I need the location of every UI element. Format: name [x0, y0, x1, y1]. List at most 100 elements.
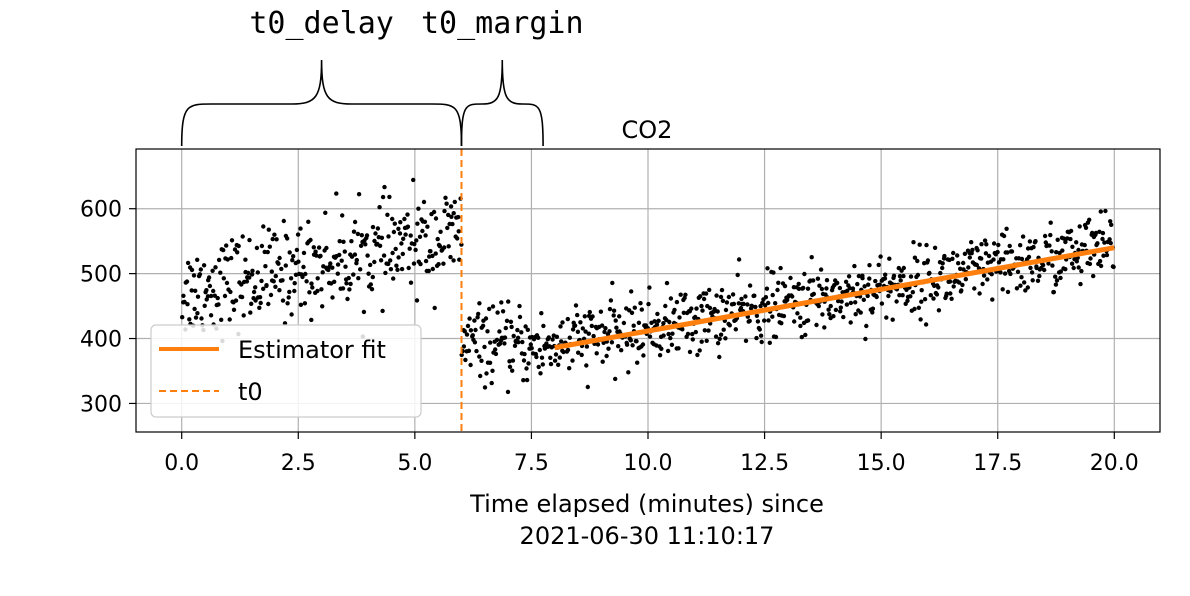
- data-point: [240, 234, 245, 239]
- data-point: [418, 261, 423, 267]
- data-point: [646, 301, 651, 307]
- data-point: [438, 229, 443, 234]
- data-point: [550, 337, 555, 342]
- data-point: [193, 288, 198, 293]
- data-point: [624, 342, 630, 347]
- data-point: [364, 233, 370, 238]
- data-point: [259, 243, 265, 249]
- data-point: [449, 214, 454, 219]
- data-point: [422, 219, 428, 224]
- data-point: [896, 265, 901, 271]
- data-point: [538, 371, 543, 376]
- data-point: [521, 378, 526, 383]
- data-point: [753, 304, 758, 310]
- data-point: [970, 247, 975, 253]
- data-point: [387, 194, 392, 200]
- data-point: [922, 297, 928, 302]
- data-point: [979, 242, 984, 247]
- data-point: [403, 232, 408, 237]
- data-point: [358, 243, 364, 248]
- data-point: [838, 309, 843, 314]
- data-point: [817, 283, 822, 288]
- data-point: [606, 346, 611, 351]
- data-point: [273, 284, 278, 289]
- data-point: [412, 241, 417, 247]
- data-point: [764, 286, 770, 291]
- data-point: [361, 309, 367, 315]
- data-point: [399, 266, 405, 272]
- data-point: [377, 243, 383, 248]
- data-point: [1102, 240, 1107, 245]
- chart-title: CO2: [622, 116, 673, 144]
- data-point: [984, 242, 989, 247]
- data-point: [654, 322, 660, 327]
- data-point: [900, 293, 905, 298]
- data-point: [247, 237, 252, 243]
- data-point: [940, 265, 945, 271]
- data-point: [940, 261, 945, 266]
- data-point: [969, 251, 974, 256]
- data-point: [707, 305, 713, 311]
- data-point: [687, 349, 693, 355]
- data-point: [819, 286, 825, 292]
- data-point: [1108, 240, 1113, 246]
- data-point: [853, 312, 858, 317]
- data-point: [222, 293, 228, 299]
- data-point: [697, 348, 702, 353]
- data-point: [468, 362, 473, 368]
- data-point: [898, 278, 903, 283]
- data-point: [707, 287, 712, 293]
- data-point: [932, 245, 938, 250]
- data-point: [268, 292, 274, 298]
- data-point: [629, 289, 634, 294]
- data-point: [227, 317, 232, 322]
- data-point: [476, 311, 481, 317]
- data-point: [303, 271, 308, 277]
- data-point: [867, 263, 872, 268]
- data-point: [197, 272, 203, 277]
- data-point: [826, 307, 831, 312]
- data-point: [811, 291, 816, 297]
- data-point: [667, 319, 672, 325]
- data-point: [420, 228, 425, 234]
- data-point: [638, 301, 643, 306]
- legend: Estimator fit t0: [150, 324, 422, 418]
- data-point: [575, 329, 581, 334]
- data-point: [216, 257, 222, 263]
- data-point: [219, 317, 224, 322]
- data-point: [189, 288, 194, 293]
- data-point: [493, 347, 498, 352]
- data-point: [931, 296, 936, 301]
- data-point: [824, 278, 830, 283]
- axis-ticks: 0.0 2.5 5.0 7.5 10.0 12.5 15.0 17.5 20.0 300 400 50…: [80, 198, 1139, 476]
- data-point: [991, 257, 996, 262]
- data-point: [524, 366, 529, 371]
- data-point: [425, 224, 430, 229]
- data-point: [733, 327, 738, 332]
- data-point: [557, 355, 562, 360]
- data-point: [266, 227, 271, 232]
- data-point: [981, 273, 987, 278]
- data-point: [448, 204, 454, 209]
- data-point: [348, 281, 353, 287]
- data-point: [388, 267, 394, 272]
- data-point: [181, 293, 186, 298]
- data-point: [741, 301, 746, 307]
- data-point: [798, 315, 803, 320]
- data-point: [423, 258, 429, 264]
- x-tick-label: 12.5: [740, 451, 789, 476]
- data-point: [205, 294, 211, 299]
- data-point: [980, 281, 985, 287]
- data-point: [451, 211, 456, 216]
- data-point: [858, 310, 863, 315]
- data-point: [713, 334, 719, 339]
- data-point: [192, 306, 197, 312]
- data-point: [598, 309, 604, 314]
- data-point: [972, 286, 977, 291]
- data-point: [853, 300, 858, 305]
- data-point: [257, 305, 262, 310]
- data-point: [600, 359, 605, 364]
- data-point: [640, 342, 646, 347]
- data-point: [280, 278, 285, 283]
- data-point: [867, 276, 872, 281]
